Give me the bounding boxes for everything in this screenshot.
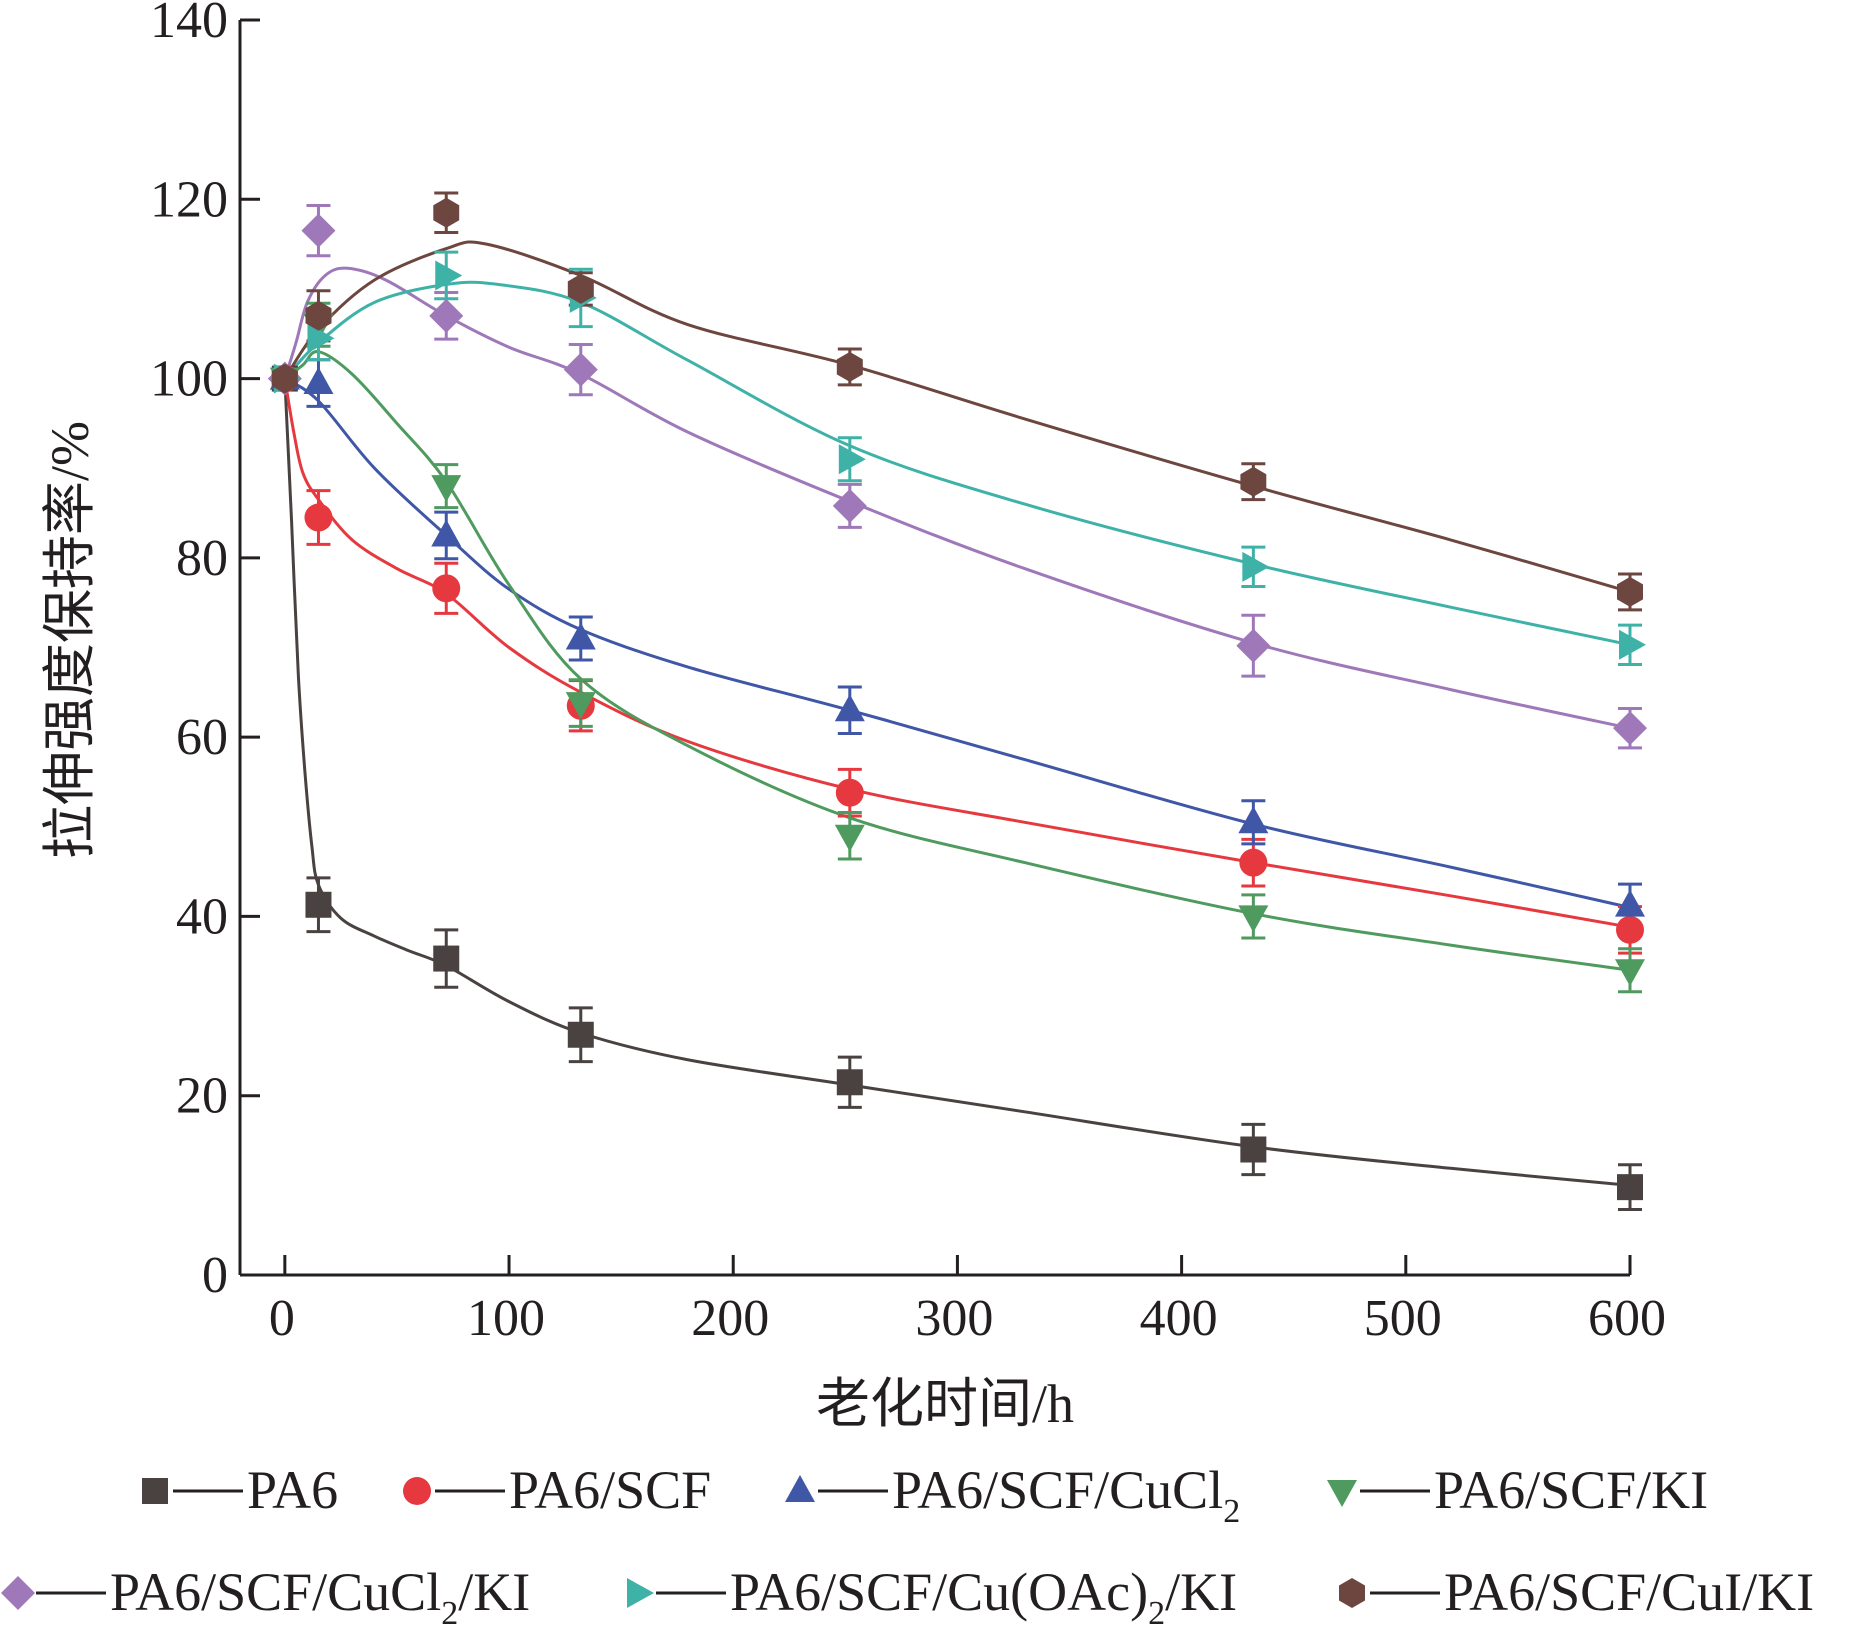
data-point	[307, 323, 335, 354]
legend-label: PA6/SCF/KI	[1434, 1460, 1708, 1520]
legend-item-4: PA6/SCF/CuCl2/KI	[1, 1562, 530, 1632]
data-point	[1613, 711, 1647, 746]
series-line-2	[283, 377, 1631, 909]
data-point	[301, 213, 336, 248]
y-tick-label: 80	[176, 530, 228, 587]
data-point	[1619, 629, 1646, 660]
data-point	[1616, 915, 1644, 944]
data-point	[1240, 1136, 1267, 1163]
data-point	[435, 260, 463, 291]
legend-marker	[1, 1576, 35, 1610]
legend-item-5: PA6/SCF/Cu(OAc)2/KI	[627, 1562, 1237, 1632]
x-tick-label: 100	[467, 1290, 545, 1347]
data-point	[834, 694, 865, 722]
data-point	[1238, 806, 1269, 834]
x-tick-label: 0	[269, 1290, 295, 1347]
data-point	[1242, 551, 1270, 582]
data-point	[1615, 889, 1645, 917]
series-line-5	[283, 280, 1631, 647]
legend-label: PA6	[247, 1460, 338, 1520]
legend-label: PA6/SCF/CuCl2	[892, 1460, 1240, 1530]
legend-label: PA6/SCF/Cu(OAc)2/KI	[730, 1562, 1237, 1632]
data-point	[567, 273, 594, 304]
series-line-3	[283, 350, 1631, 972]
data-point	[565, 692, 596, 720]
data-point	[1239, 848, 1268, 877]
series-line-1	[283, 378, 1631, 929]
data-point	[836, 1069, 863, 1096]
data-point	[836, 351, 863, 382]
legend-item-0: PA6	[142, 1460, 338, 1520]
x-tick-label: 200	[691, 1290, 769, 1347]
legend-marker	[403, 1477, 431, 1505]
x-tick-label: 300	[915, 1290, 993, 1347]
data-point	[567, 1021, 594, 1048]
data-point	[563, 352, 598, 387]
data-point	[832, 488, 867, 523]
data-point	[432, 574, 461, 603]
legend-marker	[1327, 1480, 1357, 1507]
legend-item-2: PA6/SCF/CuCl2	[785, 1460, 1240, 1530]
data-point	[431, 475, 462, 503]
axes: 0 20 40 60 80 100 120 140 0 100 200 300 400 500 600	[150, 0, 1666, 1347]
data-point	[835, 778, 864, 807]
legend-item-3: PA6/SCF/KI	[1327, 1460, 1708, 1520]
legend-label: PA6/SCF/CuCl2/KI	[110, 1562, 530, 1632]
data-point	[1240, 466, 1267, 497]
x-tick-label: 400	[1140, 1290, 1218, 1347]
data-point	[303, 367, 334, 395]
legend-label: PA6/SCF/CuI/KI	[1444, 1562, 1814, 1622]
data-point	[305, 891, 332, 918]
x-tick-label: 500	[1364, 1290, 1442, 1347]
data-point	[305, 300, 332, 331]
series-curves	[283, 240, 1631, 1187]
legend-label: PA6/SCF	[509, 1460, 711, 1520]
data-point	[565, 622, 596, 650]
legend-item-6: PA6/SCF/CuI/KI	[1339, 1562, 1814, 1622]
y-tick-label: 100	[150, 351, 228, 408]
data-point	[834, 824, 865, 852]
series-line-4	[283, 266, 1631, 730]
y-tick-label: 140	[150, 0, 228, 49]
legend-marker	[785, 1475, 815, 1502]
x-tick-label: 600	[1588, 1290, 1666, 1347]
y-tick-label: 40	[176, 888, 228, 945]
data-point	[1617, 1174, 1643, 1201]
y-tick-label: 60	[176, 709, 228, 766]
data-point	[429, 298, 464, 333]
legend: PA6 PA6/SCF PA6/SCF/CuCl2 PA6/SCF/KI PA6/SCF…	[1, 1460, 1814, 1632]
series-line-6	[283, 240, 1631, 594]
series-markers	[267, 197, 1647, 1201]
legend-item-1: PA6/SCF	[403, 1460, 711, 1520]
data-point	[1615, 959, 1645, 987]
data-point	[433, 945, 460, 972]
data-point	[1617, 576, 1643, 607]
data-point	[838, 444, 866, 475]
data-point	[1236, 628, 1271, 663]
legend-marker	[627, 1578, 654, 1608]
data-point	[431, 519, 462, 547]
series-line-0	[283, 378, 1631, 1187]
legend-marker	[142, 1478, 168, 1504]
y-tick-label: 20	[176, 1068, 228, 1125]
data-point	[271, 363, 298, 394]
y-axis-title: 拉伸强度保持率/%	[40, 421, 100, 859]
legend-marker	[1339, 1578, 1365, 1608]
data-point	[433, 197, 460, 228]
y-tick-label: 120	[150, 171, 228, 228]
y-tick-label: 0	[202, 1247, 228, 1304]
data-point	[304, 503, 333, 532]
data-point	[1238, 905, 1269, 933]
x-axis-title: 老化时间/h	[816, 1374, 1074, 1434]
